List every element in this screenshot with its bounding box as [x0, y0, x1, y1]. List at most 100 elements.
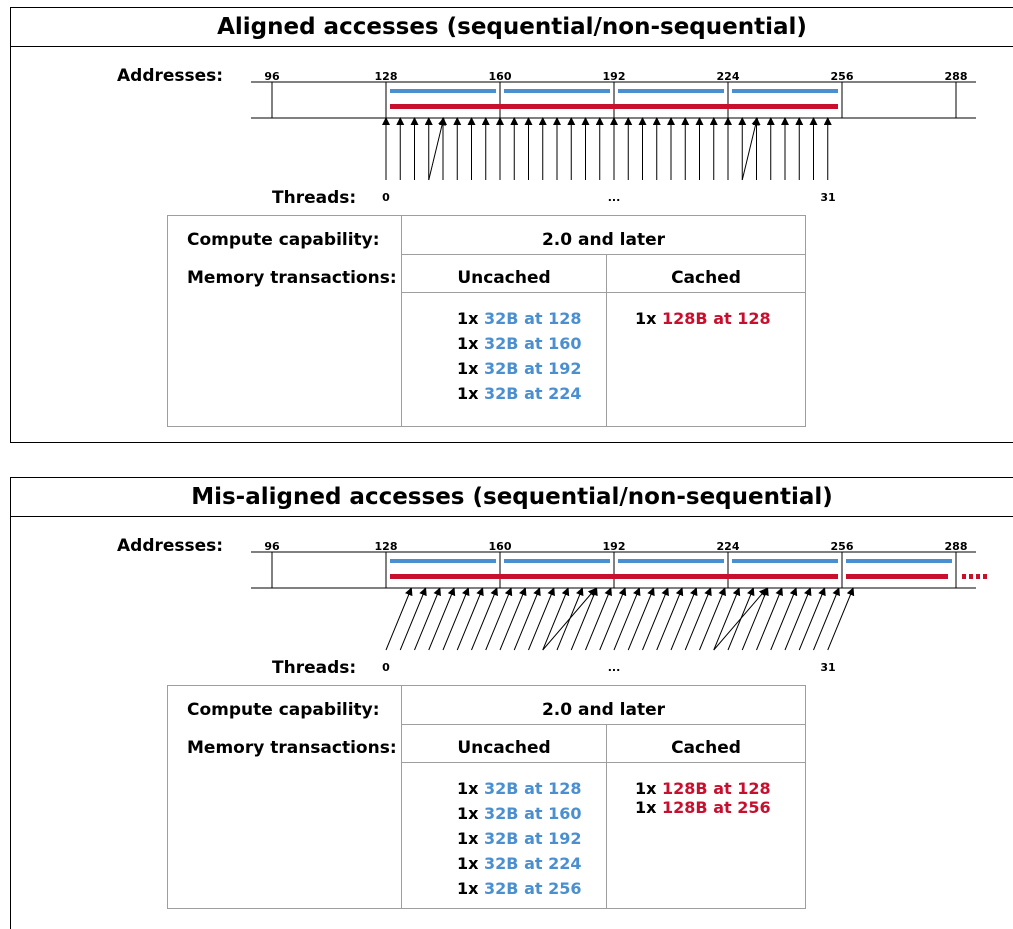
- transaction-line: 1x 32B at 224: [457, 854, 582, 873]
- thread-label-ellipsis: ...: [608, 191, 621, 204]
- aligned-transactions-table: Compute capability: 2.0 and later Memory…: [167, 215, 806, 427]
- address-tick-label: 256: [831, 540, 854, 553]
- thread-arrow: [385, 587, 413, 651]
- thread-arrow: [699, 587, 726, 651]
- segment-32b: [504, 89, 610, 93]
- panel-title: Mis-aligned accesses (sequential/non-seq…: [11, 478, 1013, 517]
- threads-label: Threads:: [272, 658, 357, 678]
- transaction-line: 1x 32B at 128: [457, 309, 582, 328]
- panel-title: Aligned accesses (sequential/non-sequent…: [11, 8, 1013, 47]
- thread-arrow: [528, 587, 555, 651]
- compute-capability-value: 2.0 and later: [541, 230, 666, 250]
- transaction-line: 1x 32B at 192: [457, 829, 582, 848]
- uncached-header: Uncached: [457, 738, 551, 758]
- segment-128b: [390, 104, 838, 109]
- segment-32b: [732, 559, 838, 563]
- thread-arrow: [399, 587, 427, 651]
- thread-arrow: [513, 587, 541, 651]
- compute-capability-value: 2.0 and later: [541, 700, 666, 720]
- thread-arrow: [456, 587, 484, 651]
- cached-header: Cached: [671, 268, 741, 288]
- uncached-header: Uncached: [457, 268, 551, 288]
- address-tick-label: 96: [264, 70, 280, 83]
- thread-arrow: [713, 587, 741, 651]
- thread-arrow: [613, 587, 641, 651]
- thread-arrow: [827, 587, 855, 651]
- thread-arrow: [784, 587, 812, 651]
- thread-arrow-crossed: [713, 587, 768, 651]
- segment-32b: [390, 89, 496, 93]
- threads-label: Threads:: [272, 188, 357, 208]
- thread-arrow: [813, 587, 840, 651]
- memory-transactions-label: Memory transactions:: [187, 268, 397, 288]
- segment-32b: [846, 559, 952, 563]
- address-tick-label: 192: [603, 70, 626, 83]
- aligned-panel: Aligned accesses (sequential/non-sequent…: [10, 7, 1013, 443]
- segment-128b: [390, 574, 838, 579]
- thread-arrow: [727, 587, 755, 651]
- addresses-label: Addresses:: [117, 536, 224, 556]
- transaction-line: 1x 128B at 128: [635, 779, 771, 798]
- transaction-line: 1x 32B at 160: [457, 804, 582, 823]
- segment-continuation: [962, 574, 966, 579]
- thread-arrow: [642, 587, 669, 651]
- thread-label-last: 31: [820, 191, 835, 204]
- address-tick-label: 160: [489, 540, 512, 553]
- thread-arrow: [684, 587, 712, 651]
- address-tick-label: 128: [375, 540, 398, 553]
- transaction-line: 1x 32B at 128: [457, 779, 582, 798]
- address-tick-label: 224: [717, 70, 740, 83]
- segment-32b: [390, 559, 496, 563]
- address-tick-label: 224: [717, 540, 740, 553]
- memory-transactions-label: Memory transactions:: [187, 738, 397, 758]
- thread-label-first: 0: [382, 661, 390, 674]
- thread-arrow: [741, 587, 769, 651]
- thread-arrow: [670, 587, 698, 651]
- segment-32b: [618, 89, 724, 93]
- thread-arrow: [499, 587, 527, 651]
- transaction-line: 1x 32B at 192: [457, 359, 582, 378]
- misaligned-transactions-table: Compute capability: 2.0 and later Memory…: [167, 685, 806, 909]
- thread-arrow: [485, 587, 513, 651]
- transaction-line: 1x 128B at 128: [635, 309, 771, 328]
- segment-32b: [504, 559, 610, 563]
- thread-arrow: [756, 587, 783, 651]
- address-tick-label: 160: [489, 70, 512, 83]
- thread-arrow: [798, 587, 826, 651]
- transaction-line: 1x 32B at 256: [457, 879, 582, 898]
- addresses-label: Addresses:: [117, 66, 224, 86]
- cached-header: Cached: [671, 738, 741, 758]
- thread-arrow: [428, 587, 456, 651]
- thread-arrow-crossed: [428, 117, 446, 181]
- thread-arrow: [542, 587, 570, 651]
- segment-continuation: [969, 574, 973, 579]
- thread-arrow: [585, 587, 612, 651]
- thread-arrow: [442, 587, 470, 651]
- segment-32b: [732, 89, 838, 93]
- address-tick-label: 288: [945, 540, 968, 553]
- misaligned-panel: Mis-aligned accesses (sequential/non-seq…: [10, 477, 1013, 929]
- thread-arrow: [414, 587, 441, 651]
- segment-continuation: [976, 574, 980, 579]
- transaction-line: 1x 32B at 224: [457, 384, 582, 403]
- aligned-access-diagram: 96 128 160 192 224 256 288 0... 31: [251, 70, 976, 204]
- address-tick-label: 128: [375, 70, 398, 83]
- thread-arrow: [570, 587, 598, 651]
- thread-arrow: [656, 587, 684, 651]
- segment-continuation: [983, 574, 987, 579]
- misaligned-access-diagram: 96 128 160 192 224 256 288 0... 31: [251, 540, 987, 674]
- thread-label-first: 0: [382, 191, 390, 204]
- thread-arrow: [599, 587, 627, 651]
- address-tick-label: 96: [264, 540, 280, 553]
- transaction-line: 1x 32B at 160: [457, 334, 582, 353]
- thread-arrow: [770, 587, 798, 651]
- compute-capability-label: Compute capability:: [187, 230, 380, 250]
- address-tick-label: 256: [831, 70, 854, 83]
- address-tick-label: 192: [603, 540, 626, 553]
- compute-capability-label: Compute capability:: [187, 700, 380, 720]
- thread-arrow-crossed: [542, 587, 597, 651]
- thread-arrow: [627, 587, 655, 651]
- thread-label-last: 31: [820, 661, 835, 674]
- segment-128b: [846, 574, 948, 579]
- segment-32b: [618, 559, 724, 563]
